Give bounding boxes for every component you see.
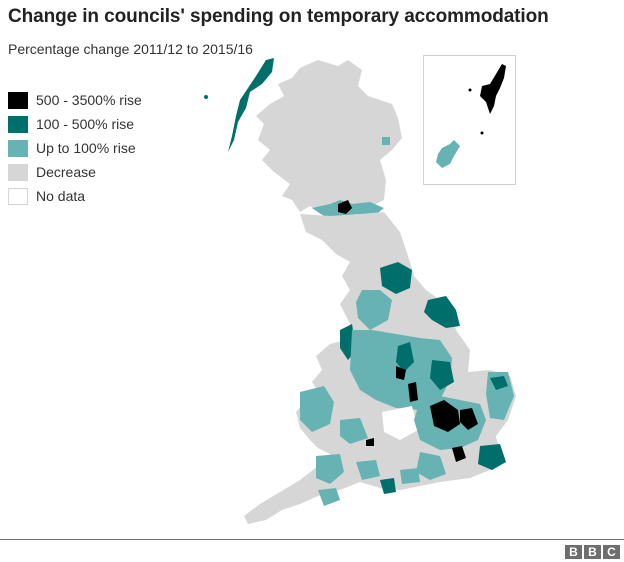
- legend-label: No data: [36, 188, 86, 204]
- legend-swatch: [8, 91, 28, 109]
- shetland-orkney-inset: [423, 55, 516, 185]
- chart-subtitle: Percentage change 2011/12 to 2015/16: [8, 41, 253, 57]
- bbc-logo: B B C: [565, 545, 620, 559]
- legend-swatch: [8, 187, 28, 205]
- legend-swatch: [8, 163, 28, 181]
- legend-item-decrease: Decrease: [8, 160, 142, 184]
- legend: 500 - 3500% rise 100 - 500% rise Up to 1…: [8, 88, 142, 208]
- legend-item-100-500: 100 - 500% rise: [8, 112, 142, 136]
- region-orkney: [436, 140, 460, 168]
- region-scotland: [256, 60, 402, 214]
- legend-label: Up to 100% rise: [36, 140, 136, 156]
- legend-label: 500 - 3500% rise: [36, 92, 142, 108]
- footer-divider: [0, 539, 624, 540]
- legend-item-no-data: No data: [8, 184, 142, 208]
- legend-swatch: [8, 115, 28, 133]
- legend-swatch: [8, 139, 28, 157]
- region-glasgow: [338, 200, 352, 214]
- chart-title: Change in councils' spending on temporar…: [8, 6, 549, 27]
- legend-label: 100 - 500% rise: [36, 116, 135, 132]
- bbc-logo-letter: B: [584, 545, 601, 559]
- bbc-logo-letter: B: [565, 545, 582, 559]
- inset-map: [436, 64, 506, 168]
- legend-item-up-to-100: Up to 100% rise: [8, 136, 142, 160]
- uk-map: [204, 58, 516, 524]
- bbc-logo-letter: C: [603, 545, 620, 559]
- region-shetland: [480, 64, 506, 114]
- legend-label: Decrease: [36, 164, 96, 180]
- legend-item-500-3500: 500 - 3500% rise: [8, 88, 142, 112]
- region-western-isles: [228, 58, 274, 152]
